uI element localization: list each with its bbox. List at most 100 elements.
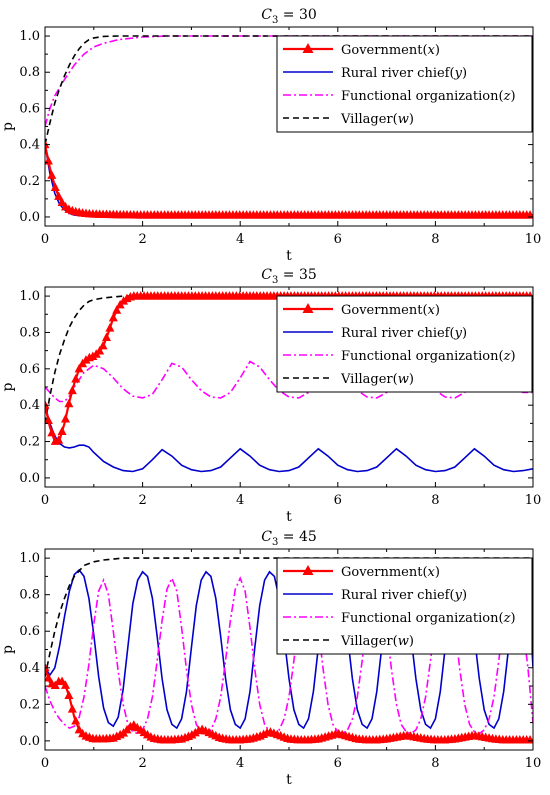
x-tick-label: 0 <box>41 756 49 771</box>
marker-triangle <box>95 346 105 355</box>
chart-title: C3 = 30 <box>261 7 317 26</box>
legend-marker-triangle <box>302 303 314 313</box>
legend: Government(x) Rural river chief(y) Functio… <box>276 295 533 393</box>
chart-title: C3 = 35 <box>261 267 317 286</box>
y-tick-label: 0.2 <box>19 697 40 712</box>
y-tick-label: 0.0 <box>19 471 40 486</box>
y-tick-label: 0.8 <box>19 325 40 340</box>
y-tick-label: 0.4 <box>19 661 40 676</box>
marker-triangle <box>105 323 115 332</box>
legend: Government(x) Rural river chief(y) Functio… <box>276 35 533 133</box>
y-tick-label: 0.0 <box>19 210 40 225</box>
y-tick-label: 0.4 <box>19 138 40 153</box>
legend-label-w: Villager(w) <box>340 372 414 387</box>
x-axis-label: t <box>286 772 292 788</box>
marker-triangle <box>74 363 84 373</box>
x-tick-label: 0 <box>41 232 49 247</box>
x-tick-label: 10 <box>525 232 542 247</box>
x-tick-label: 8 <box>431 493 439 508</box>
x-tick-label: 6 <box>334 232 342 247</box>
series-line-w <box>45 557 533 678</box>
y-axis-label: p <box>0 382 16 391</box>
legend: Government(x) Rural river chief(y) Functio… <box>276 557 533 655</box>
marker-triangle <box>54 191 64 200</box>
marker-triangle <box>112 305 122 314</box>
y-tick-label: 0.8 <box>19 588 40 603</box>
y-tick-label: 0.6 <box>19 101 40 116</box>
series-line-z <box>45 360 533 403</box>
y-tick-label: 0.2 <box>19 174 40 189</box>
legend-label-x: Government(x) <box>341 43 440 58</box>
series-line-w <box>45 295 533 424</box>
marker-triangle <box>67 704 77 713</box>
marker-triangle <box>64 398 74 408</box>
series-markers-x <box>45 139 533 219</box>
marker-triangle <box>54 435 64 444</box>
y-tick-label: 1.0 <box>19 29 40 44</box>
marker-triangle <box>47 427 57 437</box>
x-tick-label: 2 <box>138 493 146 508</box>
chart-panel-2: C3 = 35 0 2 4 6 8 10 0.0 0.2 0.4 0.6 0.8 1.0 t p Govern… <box>0 267 541 525</box>
y-tick-label: 1.0 <box>19 551 40 566</box>
series-markers-x <box>45 662 533 744</box>
marker-triangle <box>45 415 53 424</box>
chart-panel-1: C3 = 30 0 2 4 6 8 10 0.0 0.2 0.4 0.6 0.8 1.0 t p Govern… <box>0 7 541 264</box>
marker-triangle <box>45 139 50 149</box>
y-tick-label: 0.6 <box>19 362 40 377</box>
y-tick-label: 1.0 <box>19 289 40 304</box>
marker-triangle <box>101 332 111 342</box>
series-line-y <box>45 144 533 218</box>
legend-label-z: Functional organization(z) <box>341 611 516 626</box>
x-tick-label: 8 <box>431 232 439 247</box>
x-tick-label: 10 <box>525 756 542 771</box>
marker-triangle <box>57 197 67 206</box>
legend-label-y: Rural river chief(y) <box>341 66 467 81</box>
x-tick-label: 2 <box>138 232 146 247</box>
legend-label-z: Functional organization(z) <box>341 89 516 104</box>
marker-triangle <box>57 426 67 436</box>
legend-marker-triangle <box>302 43 314 53</box>
y-tick-label: 0.8 <box>19 65 40 80</box>
x-tick-label: 0 <box>41 493 49 508</box>
series-line-y <box>45 404 533 473</box>
x-tick-label: 4 <box>236 493 244 508</box>
x-tick-label: 10 <box>525 493 542 508</box>
legend-marker-triangle <box>302 565 314 575</box>
legend-label-z: Functional organization(z) <box>341 349 516 364</box>
legend-label-x: Government(x) <box>341 303 440 318</box>
marker-triangle <box>47 170 57 179</box>
y-tick-label: 0.2 <box>19 435 40 450</box>
marker-triangle <box>98 340 108 350</box>
y-axis-label: p <box>0 645 16 654</box>
chart-title: C3 = 45 <box>261 529 317 548</box>
marker-triangle <box>64 690 74 700</box>
marker-triangle <box>50 182 60 191</box>
series-line-x <box>45 144 533 217</box>
x-axis-label: t <box>286 509 292 525</box>
y-tick-label: 0.0 <box>19 734 40 749</box>
marker-triangle <box>45 673 53 682</box>
legend-label-w: Villager(w) <box>340 634 414 649</box>
x-tick-label: 4 <box>236 232 244 247</box>
legend-label-w: Villager(w) <box>340 112 414 127</box>
x-tick-label: 6 <box>334 493 342 508</box>
chart-panel-3: C3 = 45 0 2 4 6 8 10 0.0 0.2 0.4 0.6 0.8 1.0 t p Govern… <box>0 529 541 788</box>
legend-label-y: Rural river chief(y) <box>341 588 467 603</box>
legend-box <box>276 35 533 133</box>
legend-label-y: Rural river chief(y) <box>341 326 467 341</box>
marker-triangle <box>45 400 50 409</box>
x-axis-label: t <box>286 248 292 264</box>
marker-triangle <box>88 351 98 360</box>
y-tick-label: 0.4 <box>19 398 40 413</box>
marker-triangle <box>71 374 81 383</box>
y-tick-label: 0.6 <box>19 624 40 639</box>
x-tick-label: 8 <box>431 756 439 771</box>
legend-box <box>276 557 533 655</box>
y-axis-label: p <box>0 122 16 131</box>
legend-label-x: Government(x) <box>341 565 440 580</box>
marker-triangle <box>60 680 70 689</box>
marker-triangle <box>108 312 118 322</box>
marker-triangle <box>45 662 50 672</box>
legend-box <box>276 295 533 393</box>
